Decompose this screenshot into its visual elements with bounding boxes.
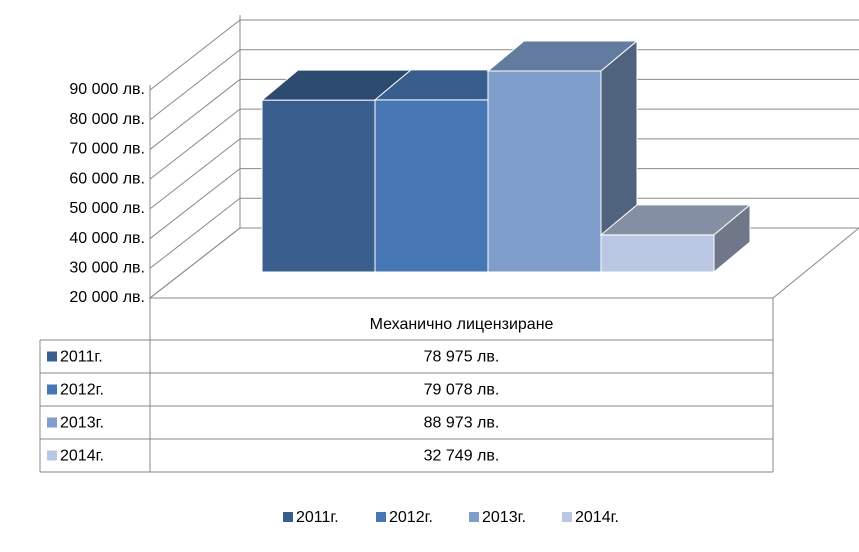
legend-label: 2012г. — [389, 509, 433, 526]
legend-label: 2011г. — [296, 509, 339, 526]
legend-key — [376, 512, 386, 522]
bar — [261, 99, 376, 273]
y-tick-label: 20 000 лв. — [69, 289, 145, 306]
bar-side — [713, 203, 751, 274]
grid-line — [149, 49, 859, 121]
y-tick-label: 60 000 лв. — [69, 170, 145, 187]
table-header: Механично лицензиране — [370, 316, 554, 333]
legend-key — [47, 417, 57, 428]
table-value: 79 078 лв. — [424, 382, 500, 399]
grid-line — [149, 138, 859, 210]
legend-label: 2013г. — [482, 509, 526, 526]
y-tick-label: 30 000 лв. — [69, 260, 145, 277]
legend-key — [283, 512, 293, 522]
table-row-label: 2013г. — [60, 415, 104, 432]
table-value: 32 749 лв. — [424, 448, 500, 465]
legend-key — [47, 351, 57, 362]
table-value: 78 975 лв. — [424, 349, 500, 366]
legend-key — [47, 384, 57, 395]
y-tick-label: 80 000 лв. — [69, 111, 145, 128]
y-tick-label: 70 000 лв. — [69, 141, 145, 158]
y-tick-label: 40 000 лв. — [69, 230, 145, 247]
grid-line — [149, 19, 859, 91]
table-row-label: 2014г. — [60, 448, 104, 465]
table-row-label: 2011г. — [60, 349, 103, 366]
table-value: 88 973 лв. — [424, 415, 500, 432]
legend-key — [469, 512, 479, 522]
y-tick-label: 90 000 лв. — [69, 81, 145, 98]
legend-key — [562, 512, 572, 522]
y-tick-label: 50 000 лв. — [69, 200, 145, 217]
table-row-label: 2012г. — [60, 382, 104, 399]
legend-label: 2014г. — [575, 509, 619, 526]
grid-line — [149, 168, 859, 239]
bar — [374, 99, 489, 273]
grid-line — [149, 108, 859, 180]
bar — [487, 70, 602, 273]
grid-line — [149, 197, 859, 269]
grid-line — [149, 78, 859, 150]
bar — [600, 234, 715, 273]
legend-key — [47, 450, 57, 461]
